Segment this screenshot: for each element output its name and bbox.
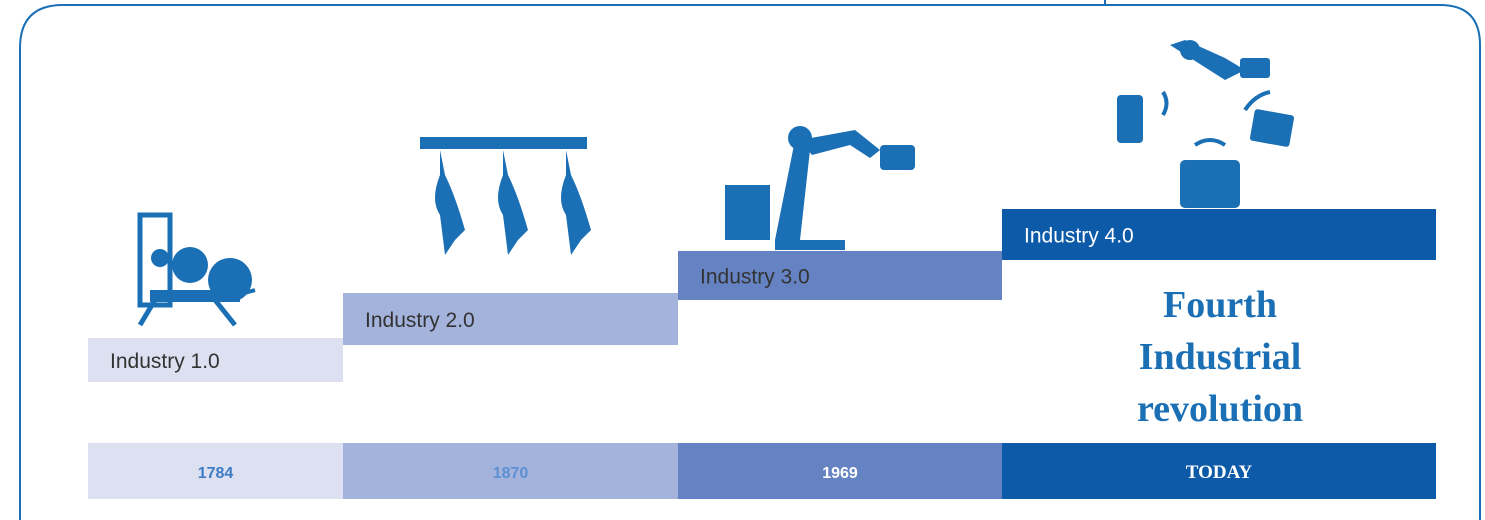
year-label: 1969 [822, 465, 858, 482]
stage-label: Industry 1.0 [110, 350, 220, 373]
stage-label: Industry 4.0 [1024, 225, 1134, 248]
robot-arm-icon [725, 126, 915, 250]
year-bar [88, 443, 343, 499]
year-label: 1870 [493, 465, 529, 482]
stage-label: Industry 3.0 [700, 266, 810, 289]
year-bar [343, 443, 678, 499]
revolution-title: Fourth [1163, 284, 1277, 326]
iot-icon [1117, 40, 1294, 208]
year-bar [1002, 443, 1436, 499]
revolution-title: Industrial [1139, 336, 1302, 378]
stage-bar [1002, 209, 1436, 260]
year-bar [678, 443, 1002, 499]
stage-label: Industry 2.0 [365, 309, 475, 332]
revolution-title: revolution [1137, 388, 1303, 430]
assembly-line-icon [420, 137, 591, 255]
frame [19, 4, 1481, 520]
stage-bar [678, 251, 1002, 300]
loom-icon [137, 212, 256, 327]
year-label: 1784 [198, 465, 234, 482]
year-label: TODAY [1186, 462, 1253, 483]
stage-bar [343, 293, 678, 345]
stage-bar [88, 338, 343, 382]
